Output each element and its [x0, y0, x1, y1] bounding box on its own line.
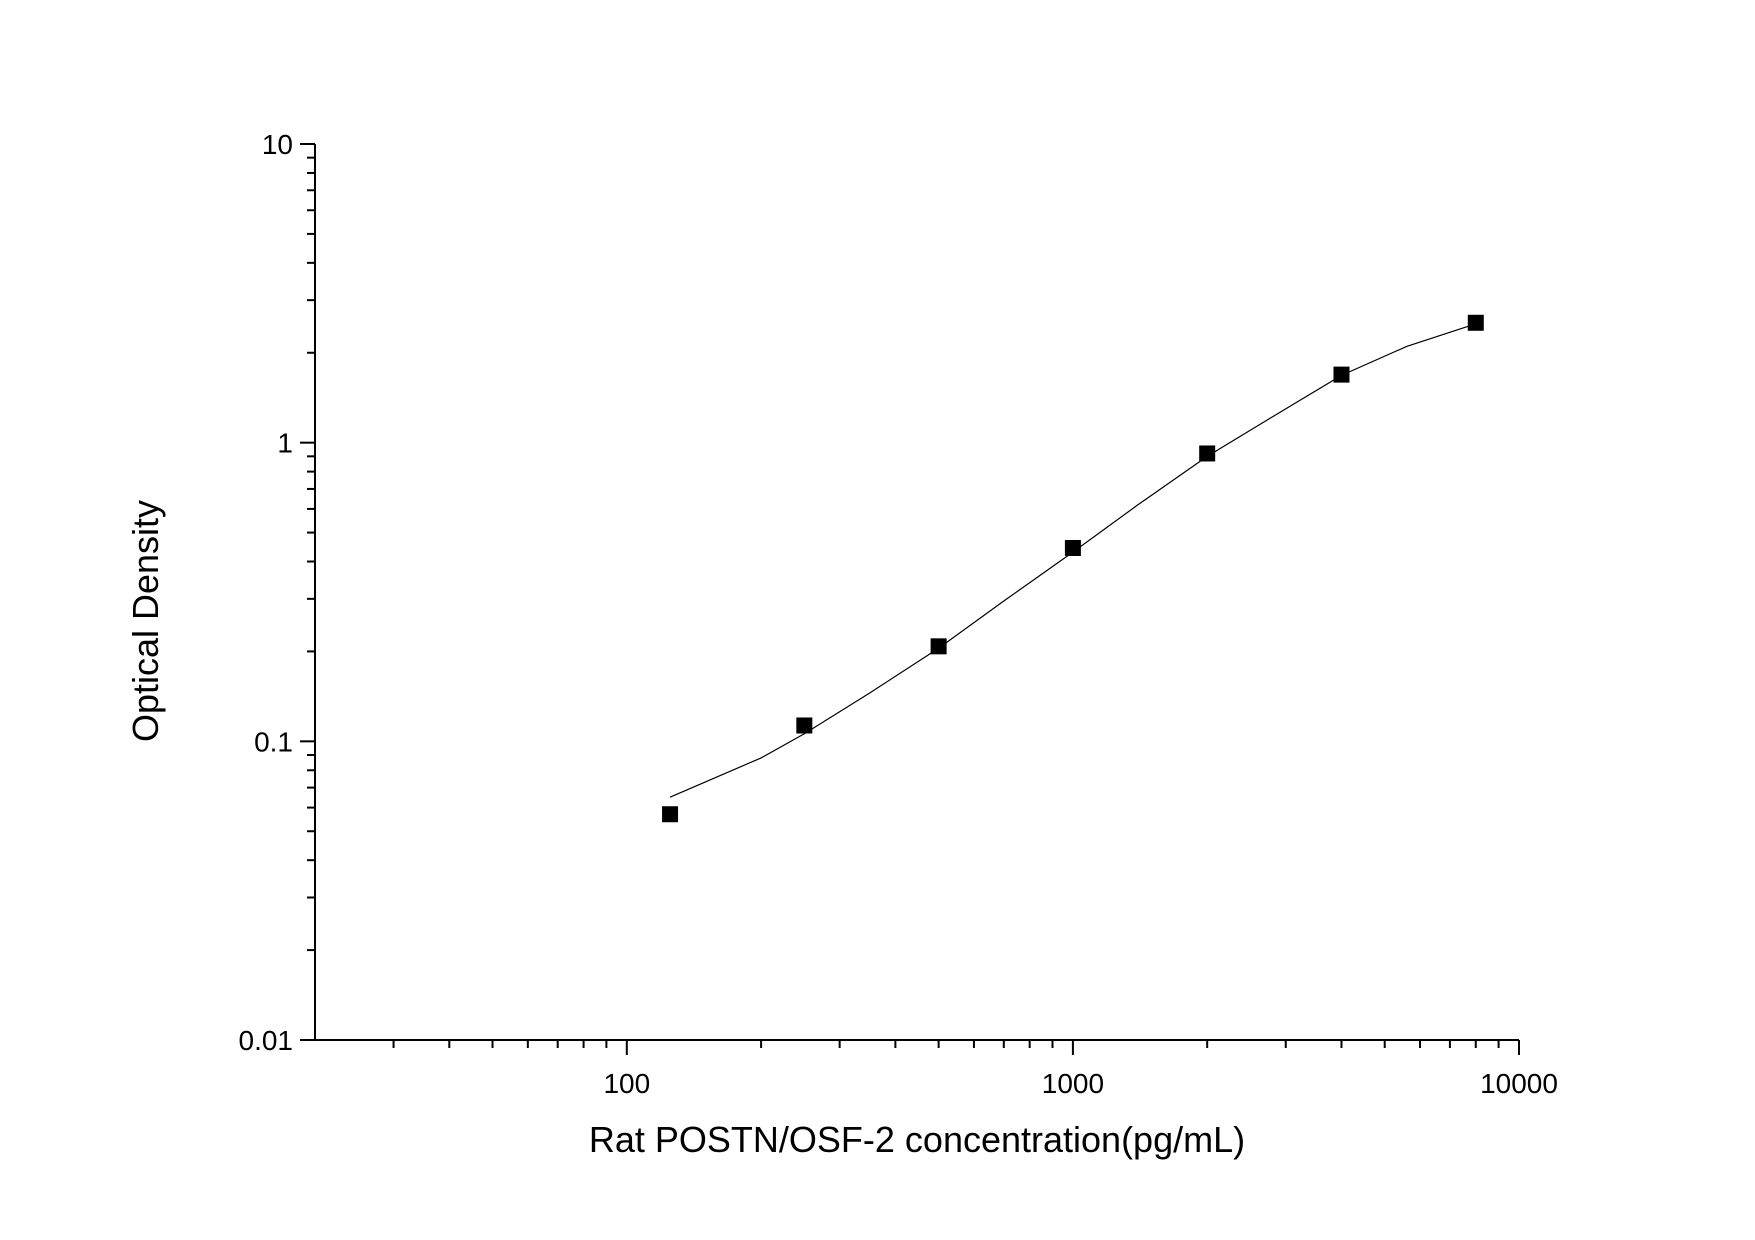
point	[1199, 445, 1216, 462]
point	[930, 638, 947, 655]
y-tick-label: 1	[277, 428, 293, 459]
point	[796, 717, 813, 734]
point	[1467, 314, 1484, 331]
x-tick-label: 10000	[1480, 1068, 1558, 1099]
y-tick-label: 0.1	[254, 726, 293, 757]
x-tick-label: 100	[603, 1068, 650, 1099]
x-tick-label: 1000	[1042, 1068, 1104, 1099]
fit-curve	[669, 323, 1476, 798]
point	[1064, 539, 1081, 556]
y-tick-label: 0.01	[239, 1025, 294, 1056]
x-axis-title: Rat POSTN/OSF-2 concentration(pg/mL)	[589, 1119, 1245, 1160]
point	[1333, 366, 1350, 383]
y-axis-title: Optical Density	[125, 500, 166, 742]
y-tick-label: 10	[262, 129, 293, 160]
point	[662, 806, 679, 823]
